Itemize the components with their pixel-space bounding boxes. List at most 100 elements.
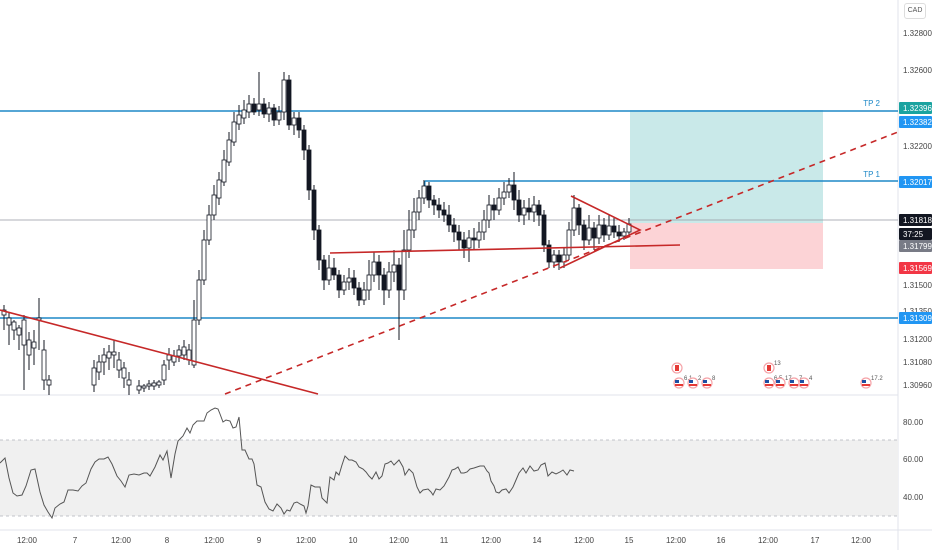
rsi-tick-label: 80.00 xyxy=(903,418,924,427)
candle xyxy=(531,196,537,222)
svg-text:1.31818: 1.31818 xyxy=(903,216,932,225)
candle xyxy=(396,258,402,340)
candle xyxy=(456,225,462,250)
price-axis[interactable]: 1.32800 1.32600 1.32200 1.31500 1.31350 1.312… xyxy=(903,29,932,390)
candle xyxy=(556,250,562,270)
rsi-axis[interactable]: 80.00 60.00 40.00 xyxy=(903,418,924,502)
candle xyxy=(16,325,22,350)
price-tag: 1.32396 xyxy=(899,102,932,114)
candle xyxy=(516,190,522,222)
candle xyxy=(466,230,472,262)
candle xyxy=(391,250,397,282)
canada-event-icon[interactable] xyxy=(671,362,683,374)
candle xyxy=(411,198,417,238)
candle xyxy=(316,225,322,270)
tp1-label: TP 1 xyxy=(863,170,880,179)
candle xyxy=(336,270,342,298)
candle xyxy=(276,106,282,125)
us-event-icon[interactable]: 17.2 xyxy=(860,376,883,389)
candle xyxy=(26,332,32,370)
candle xyxy=(271,104,277,126)
candle xyxy=(21,315,27,390)
economic-events[interactable]: 6.128136.5177417.2 xyxy=(671,361,883,389)
time-axis[interactable]: 12:00 7 12:00 8 12:00 9 12:00 10 12:00 11 12:00 14 1… xyxy=(17,536,872,545)
price-tags: 1.32396 1.32382 1.32017 1.31818 37:25 1.31799… xyxy=(899,102,932,324)
candle xyxy=(326,255,332,285)
price-tag: 1.31799 xyxy=(899,240,932,252)
candle xyxy=(546,240,552,268)
candle xyxy=(401,230,407,300)
tp2-label: TP 2 xyxy=(863,99,880,108)
time-tick-label: 14 xyxy=(533,536,542,545)
candle xyxy=(226,132,232,166)
candle xyxy=(526,198,532,220)
time-tick-label: 12:00 xyxy=(17,536,38,545)
time-tick-label: 10 xyxy=(349,536,358,545)
candle xyxy=(1,305,7,330)
us-event-icon[interactable]: 4 xyxy=(798,376,813,389)
candle xyxy=(431,195,437,215)
event-count: 4 xyxy=(809,376,813,382)
candle xyxy=(601,218,607,242)
candle xyxy=(251,98,257,115)
candle xyxy=(541,210,547,252)
time-tick-label: 12:00 xyxy=(758,536,779,545)
candle xyxy=(151,380,157,390)
time-tick-label: 17 xyxy=(811,536,820,545)
candle xyxy=(281,72,287,120)
candle xyxy=(426,182,432,208)
time-tick-label: 12:00 xyxy=(851,536,872,545)
candle xyxy=(386,262,392,298)
time-tick-label: 11 xyxy=(440,536,449,545)
currency-badge[interactable]: CAD xyxy=(904,3,926,19)
event-count: 17.2 xyxy=(871,376,883,382)
rsi-tick-label: 40.00 xyxy=(903,493,924,502)
price-tick-label: 1.31500 xyxy=(903,281,932,290)
us-event-icon[interactable]: 2 xyxy=(687,376,702,389)
canada-event-icon[interactable]: 13 xyxy=(763,361,781,374)
svg-text:1.32017: 1.32017 xyxy=(903,178,932,187)
candle xyxy=(181,340,187,360)
candle xyxy=(46,375,52,395)
candle xyxy=(101,348,107,375)
event-count: 6.1 xyxy=(684,376,693,382)
event-count: 17 xyxy=(785,376,792,382)
candle xyxy=(206,205,212,245)
profit-zone[interactable] xyxy=(630,110,823,223)
candle xyxy=(141,384,147,392)
candle xyxy=(121,362,127,388)
candle xyxy=(346,268,352,290)
candle xyxy=(341,275,347,295)
time-tick-label: 16 xyxy=(717,536,726,545)
candle xyxy=(286,75,292,130)
candle xyxy=(261,98,267,118)
candle xyxy=(116,352,122,378)
us-event-icon[interactable]: 17 xyxy=(774,376,792,389)
candle xyxy=(96,355,102,380)
us-event-icon[interactable]: 8 xyxy=(701,376,716,389)
time-tick-label: 12:00 xyxy=(666,536,687,545)
price-tick-label: 1.32600 xyxy=(903,66,932,75)
candle xyxy=(441,202,447,222)
candle xyxy=(406,210,412,258)
candle xyxy=(511,172,517,210)
candle xyxy=(6,312,12,345)
candle xyxy=(191,300,197,368)
triangle-pattern[interactable] xyxy=(559,195,642,269)
horizontal-trend-line[interactable] xyxy=(329,244,681,254)
candle xyxy=(41,340,47,390)
candle xyxy=(166,348,172,370)
candle xyxy=(106,345,112,370)
candle xyxy=(186,344,192,365)
candle xyxy=(586,215,592,245)
price-tick-label: 1.32800 xyxy=(903,29,932,38)
long-position-tool[interactable] xyxy=(630,110,823,269)
time-tick-label: 12:00 xyxy=(296,536,317,545)
us-event-icon[interactable]: 6.1 xyxy=(673,376,693,389)
candle xyxy=(481,210,487,240)
downtrend-line[interactable] xyxy=(0,309,319,395)
price-tick-label: 1.32200 xyxy=(903,142,932,151)
time-tick-label: 12:00 xyxy=(111,536,132,545)
svg-text:37:25: 37:25 xyxy=(903,230,924,239)
